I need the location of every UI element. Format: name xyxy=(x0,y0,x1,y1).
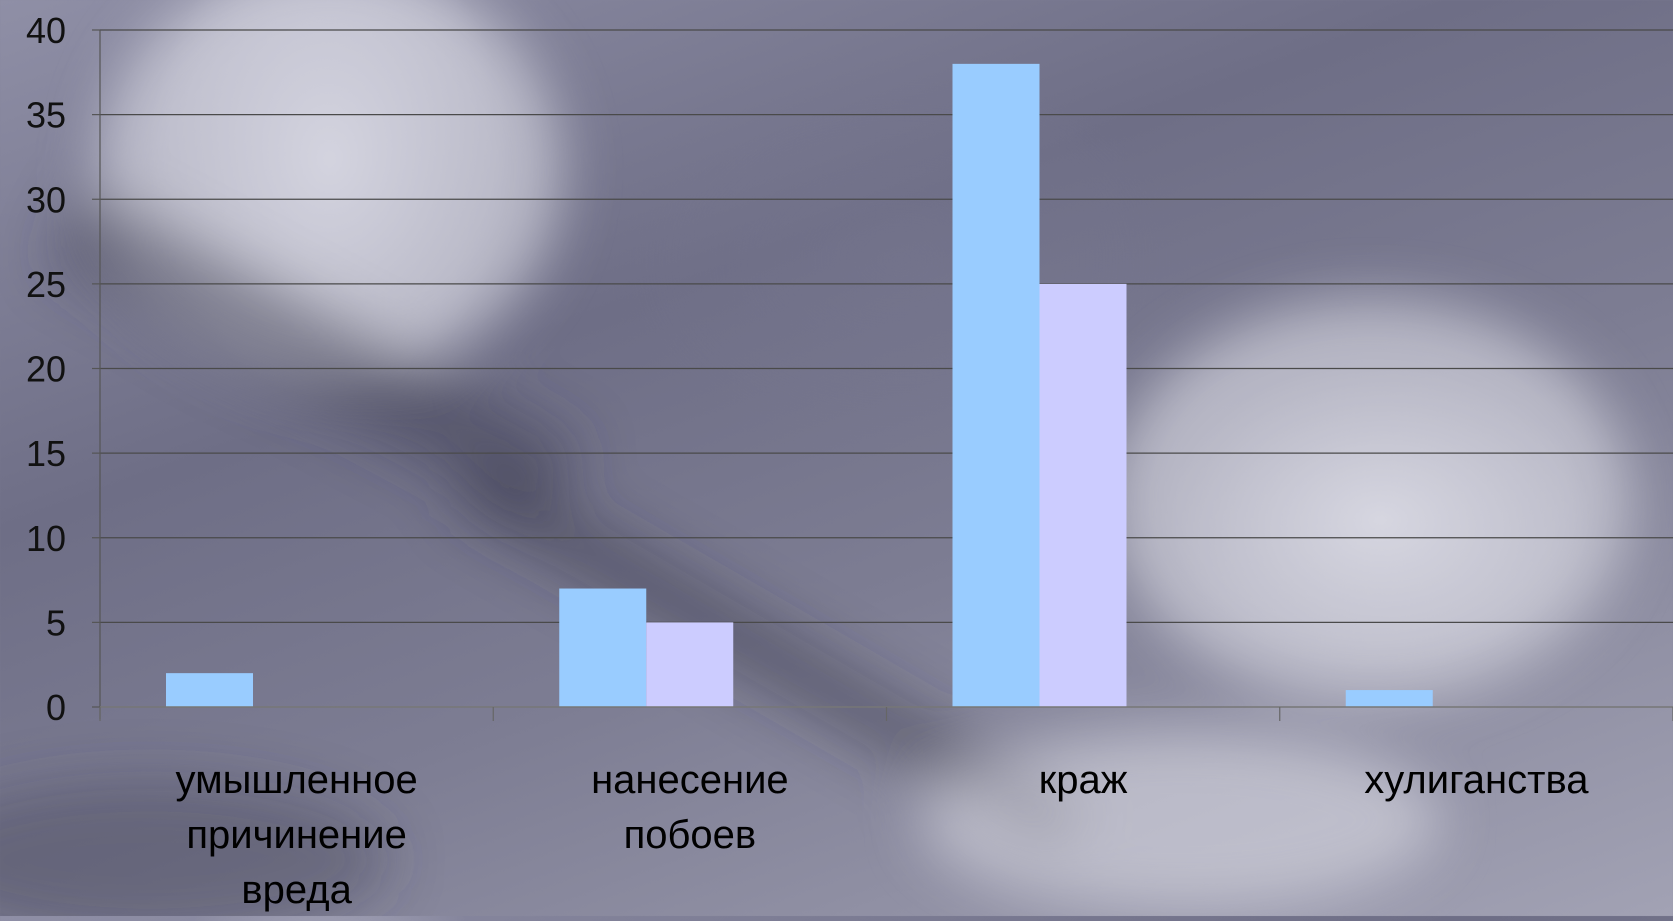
x-category-label: хулиганства xyxy=(1364,758,1589,802)
x-category-label: краж xyxy=(1039,758,1128,802)
y-tick-label: 10 xyxy=(26,518,66,559)
y-axis: 0 5 10 15 20 25 30 35 40 xyxy=(26,10,101,728)
bar xyxy=(1039,283,1127,707)
bar xyxy=(646,622,734,707)
y-tick-label: 30 xyxy=(26,179,66,220)
bar xyxy=(166,673,253,707)
bars xyxy=(166,63,1433,708)
x-category-label: нанесение побоев xyxy=(591,758,789,857)
y-tick-label: 20 xyxy=(26,349,66,390)
bar xyxy=(1345,690,1433,707)
gridlines xyxy=(100,29,1673,623)
x-axis-labels: умышленное причинение вреда нанесение побоев… xyxy=(176,758,1590,912)
y-tick-label: 40 xyxy=(26,10,66,51)
x-category-label: умышленное причинение вреда xyxy=(176,758,418,912)
y-tick-label: 35 xyxy=(26,95,66,136)
y-tick-label: 25 xyxy=(26,264,66,305)
bar xyxy=(952,63,1040,708)
y-tick-label: 5 xyxy=(46,602,66,643)
y-tick-label: 0 xyxy=(46,687,66,728)
y-tick-label: 15 xyxy=(26,433,66,474)
bar xyxy=(559,588,647,707)
x-axis xyxy=(99,706,1673,721)
